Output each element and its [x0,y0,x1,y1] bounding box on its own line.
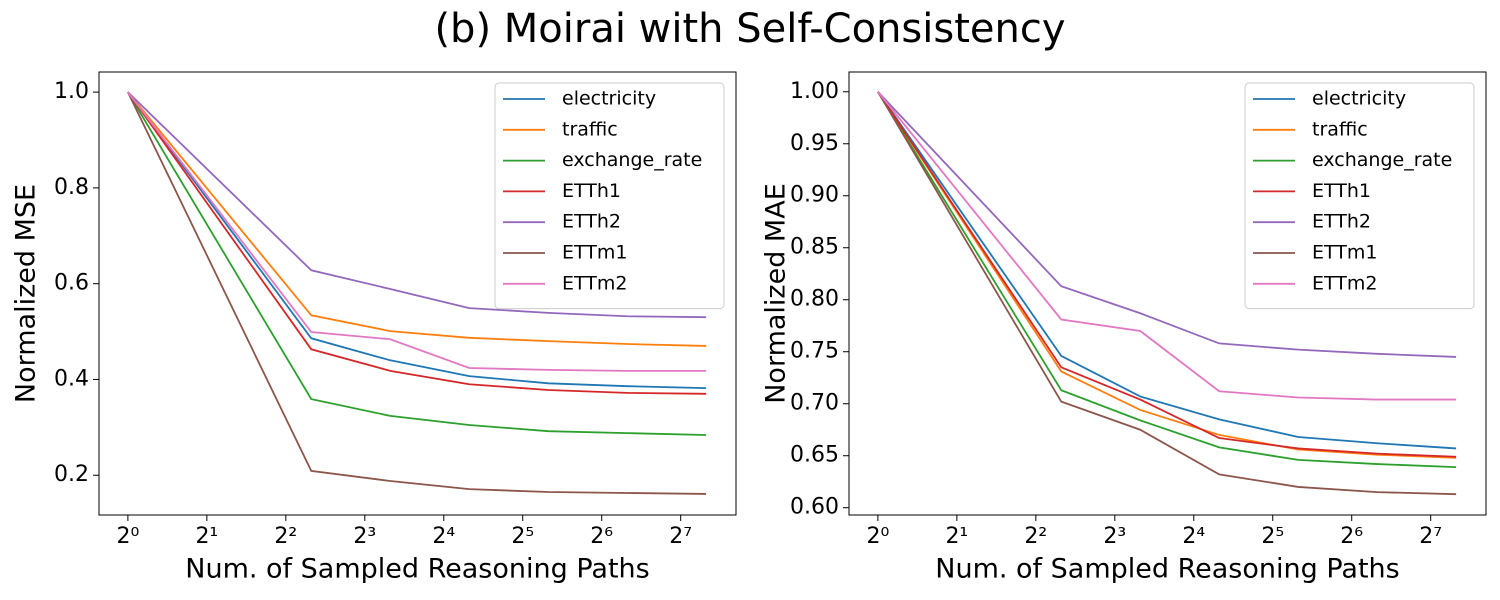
x-tick-label: 2⁶ [590,524,613,549]
legend-label: ETTm2 [562,272,627,294]
y-tick-label: 0.65 [790,443,839,468]
legend-label: electricity [562,88,656,110]
series-line [127,91,707,495]
x-tick-label: 2⁷ [669,524,692,549]
legend-label: ETTm1 [562,242,627,264]
y-tick-label: 1.00 [790,79,839,104]
figure-title: (b) Moirai with Self-Consistency [434,6,1065,52]
legend-label: ETTh2 [1312,211,1371,233]
y-tick-label: 0.2 [54,462,89,487]
series-line [877,91,1457,401]
x-tick-label: 2⁶ [1340,524,1363,549]
x-tick-label: 2² [1024,524,1047,549]
y-tick-label: 0.8 [54,175,89,200]
plot-frame [848,71,1487,516]
x-tick-label: 2⁵ [511,524,534,549]
legend-box [494,82,725,310]
y-tick-label: 0.80 [790,287,839,312]
x-tick-label: 2² [274,524,297,549]
legend-label: ETTh1 [562,180,621,202]
legend-label: exchange_rate [1312,149,1452,171]
legend-label: ETTm2 [1312,272,1377,294]
legend-label: ETTh2 [562,211,621,233]
x-axis-label: Num. of Sampled Reasoning Paths [935,554,1399,585]
y-tick-label: 1.0 [54,79,89,104]
legend-label: traffic [1312,118,1368,140]
series-line [127,91,707,389]
series-line [127,91,707,395]
legend-label: exchange_rate [562,149,702,171]
x-tick-label: 2¹ [945,524,968,549]
x-tick-label: 2⁰ [116,524,139,549]
x-tick-label: 2⁷ [1419,524,1442,549]
x-tick-label: 2¹ [195,524,218,549]
legend-label: electricity [1312,88,1406,110]
series-line [127,91,707,347]
y-tick-label: 0.95 [790,131,839,156]
y-tick-label: 0.4 [54,366,89,391]
y-axis-label: Normalized MSE [11,184,42,403]
x-tick-label: 2³ [1103,524,1126,549]
x-tick-label: 2⁰ [866,524,889,549]
x-tick-label: 2⁵ [1261,524,1284,549]
series-line [877,91,1457,358]
y-tick-label: 0.90 [790,183,839,208]
plot-frame [98,71,737,516]
series-line [877,91,1457,459]
y-tick-label: 0.6 [54,271,89,296]
series-line [877,91,1457,450]
y-tick-label: 0.85 [790,235,839,260]
legend-label: ETTh1 [1312,180,1371,202]
legend-label: ETTm1 [1312,242,1377,264]
series-line [877,91,1457,469]
y-tick-label: 0.75 [790,339,839,364]
x-axis-label: Num. of Sampled Reasoning Paths [185,554,649,585]
x-tick-label: 2⁴ [1182,524,1205,549]
y-tick-label: 0.60 [790,495,839,520]
x-tick-label: 2³ [353,524,376,549]
x-tick-label: 2⁴ [432,524,455,549]
y-axis-label: Normalized MAE [761,183,792,404]
series-line [127,91,707,372]
series-line [127,91,707,436]
series-line [877,91,1457,458]
legend-label: traffic [562,118,618,140]
y-tick-label: 0.70 [790,391,839,416]
series-line [127,91,707,319]
legend-box [1244,82,1475,310]
series-line [877,91,1457,496]
